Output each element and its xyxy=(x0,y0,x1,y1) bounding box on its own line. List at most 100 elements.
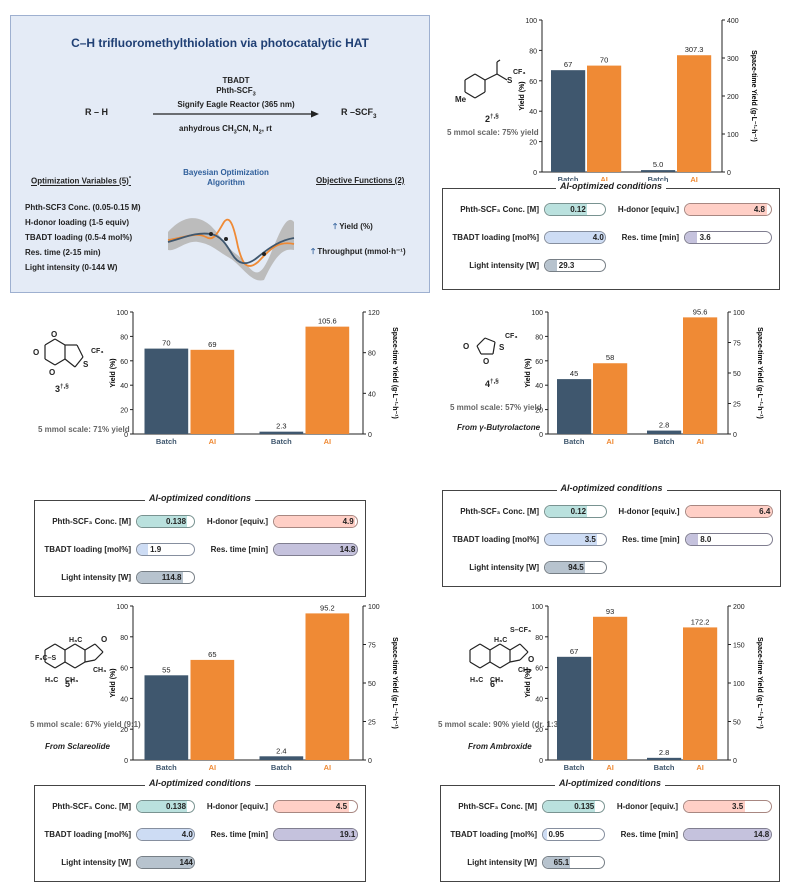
scale-yield-caption: 5 mmol scale: 71% yield xyxy=(38,425,130,434)
compound-footnote-marks: †,§ xyxy=(60,383,69,390)
y-axis-title: Yield (%) xyxy=(110,668,117,697)
value-res: 3.6 xyxy=(699,233,711,242)
value-res: 14.8 xyxy=(753,830,770,839)
variables-list: Phth-SCF3 Conc. (0.05-0.15 M) H-donor lo… xyxy=(25,200,141,275)
compound-number: 3†,§ xyxy=(55,383,69,394)
y2-tick-label: 400 xyxy=(727,18,739,25)
value-res: 14.8 xyxy=(339,545,356,554)
y-tick-label: 0 xyxy=(533,170,537,177)
value-tbadt: 3.5 xyxy=(584,535,596,544)
pill-fill-res xyxy=(684,829,771,840)
workflow-title: C–H trifluoromethylthiolation via photoc… xyxy=(71,36,369,50)
svg-text:CH₃: CH₃ xyxy=(93,667,106,674)
objective-yield: 🡑 Yield (%) xyxy=(333,222,373,231)
x-category-label: AI xyxy=(324,763,332,772)
y-axis-title: Yield (%) xyxy=(110,358,117,387)
bar-value-label: 95.6 xyxy=(693,307,708,316)
svg-text:CH₃: CH₃ xyxy=(518,667,531,674)
ai-conditions-panel: AI-optimized conditions Phth-SCF₃ Conc. [… xyxy=(440,778,780,882)
yield-bar xyxy=(190,349,235,434)
yield-bar xyxy=(190,659,235,760)
space-time-yield-bar xyxy=(259,431,304,434)
x-category-label: Batch xyxy=(271,763,292,772)
compound-footnote-marks: †,§ xyxy=(490,113,499,120)
label-conc: Phth-SCF₃ Conc. [M] xyxy=(460,507,539,516)
value-conc: 0.12 xyxy=(570,205,586,214)
svg-text:O: O xyxy=(33,348,39,357)
y-tick-label: 80 xyxy=(120,334,128,341)
bar-chart: 0 20 40 60 80 100 0 40 80 120 Yield (%) Space-time … xyxy=(110,310,398,446)
y-tick-label: 80 xyxy=(535,635,543,642)
product: R –SCF3 xyxy=(341,107,377,120)
value-hdonor: 4.5 xyxy=(335,802,348,811)
pill-fill-conc xyxy=(137,516,188,527)
bar-value-label: 2.4 xyxy=(276,746,286,755)
y-axis-title: Yield (%) xyxy=(519,81,526,110)
y-tick-label: 60 xyxy=(535,666,543,673)
bar-value-label: 67 xyxy=(564,60,572,69)
pill-fill-light xyxy=(545,260,557,271)
pill-conc: 0.138 xyxy=(136,515,195,528)
variable-item: TBADT loading (0.5-4 mol%) xyxy=(25,233,133,242)
x-category-label: AI xyxy=(606,437,614,446)
ai-conditions-panel: AI-optimized conditions Phth-SCF₃ Conc. [… xyxy=(34,778,366,882)
svg-text:O: O xyxy=(528,655,534,664)
label-tbadt: TBADT loading [mol%] xyxy=(452,535,539,544)
pill-fill-conc xyxy=(545,506,588,517)
svg-text:O: O xyxy=(463,342,469,351)
y-tick-label: 100 xyxy=(116,604,128,611)
reactant: R – H xyxy=(85,107,109,117)
label-light: Light intensity [W] xyxy=(61,573,131,582)
ai-conditions-title: AI-optimized conditions xyxy=(35,493,365,503)
label-res: Res. time [min] xyxy=(620,830,678,839)
reaction-arrow xyxy=(153,110,319,118)
svg-text:H₃C: H₃C xyxy=(69,637,82,644)
pill-conc: 0.138 xyxy=(136,800,195,813)
condition-source: Phth-SCF3 xyxy=(216,86,256,98)
pill-fill-light xyxy=(545,562,585,573)
label-conc: Phth-SCF₃ Conc. [M] xyxy=(458,802,537,811)
objectives-title: Objective Functions (2) xyxy=(316,176,405,185)
y2-axis-title: Space-time Yield (g·L⁻¹·h⁻¹) xyxy=(750,50,757,142)
pill-fill-hdonor xyxy=(274,516,356,527)
svg-text:S–CF₃: S–CF₃ xyxy=(510,627,531,634)
bar-value-label: 172.2 xyxy=(691,617,710,626)
y2-tick-label: 200 xyxy=(727,94,739,101)
pill-fill-res xyxy=(274,829,357,840)
label-res: Res. time [min] xyxy=(622,535,680,544)
bar-value-label: 2.3 xyxy=(276,422,286,431)
y2-tick-label: 25 xyxy=(733,402,741,409)
ai-conditions-title: AI-optimized conditions xyxy=(441,778,779,788)
pill-fill-res xyxy=(685,534,698,545)
y2-tick-label: 100 xyxy=(733,681,745,688)
y2-tick-label: 80 xyxy=(368,351,376,358)
y2-axis-title: Space-time Yield (g·L⁻¹·h⁻¹) xyxy=(756,327,763,419)
x-category-label: AI xyxy=(690,175,698,184)
pill-res: 8.0 xyxy=(684,533,773,546)
x-category-label: Batch xyxy=(156,437,177,446)
pill-fill-tbadt xyxy=(543,829,547,840)
y2-tick-label: 50 xyxy=(368,681,376,688)
value-hdonor: 6.4 xyxy=(759,507,771,516)
pill-light: 114.8 xyxy=(136,571,195,584)
svg-text:CF₃: CF₃ xyxy=(505,333,518,340)
value-conc: 0.135 xyxy=(574,802,595,811)
variable-item: Light intensity (0-144 W) xyxy=(25,263,118,272)
svg-text:O: O xyxy=(49,368,55,377)
pill-tbadt: 1.9 xyxy=(136,543,195,556)
pill-fill-tbadt xyxy=(545,232,605,243)
value-light: 29.3 xyxy=(558,261,575,270)
svg-text:H₃C: H₃C xyxy=(470,677,483,684)
space-time-yield-bar xyxy=(305,326,350,434)
y-tick-label: 20 xyxy=(120,727,128,734)
pill-tbadt: 4.0 xyxy=(544,231,606,244)
svg-text:CF₃: CF₃ xyxy=(91,348,104,355)
variable-item: H-donor loading (1-5 equiv) xyxy=(25,218,129,227)
pill-fill-conc xyxy=(137,801,188,812)
scale-yield-caption: 5 mmol scale: 67% yield (9:1) xyxy=(30,720,141,729)
space-time-yield-bar xyxy=(683,627,718,760)
ai-conditions-panel: AI-optimized conditions Phth-SCF₃ Conc. [… xyxy=(442,181,780,290)
pill-res: 14.8 xyxy=(683,828,772,841)
y2-axis-title: Space-time Yield (g·L⁻¹·h⁻¹) xyxy=(391,637,398,729)
source-caption: From Sclareolide xyxy=(45,742,110,751)
